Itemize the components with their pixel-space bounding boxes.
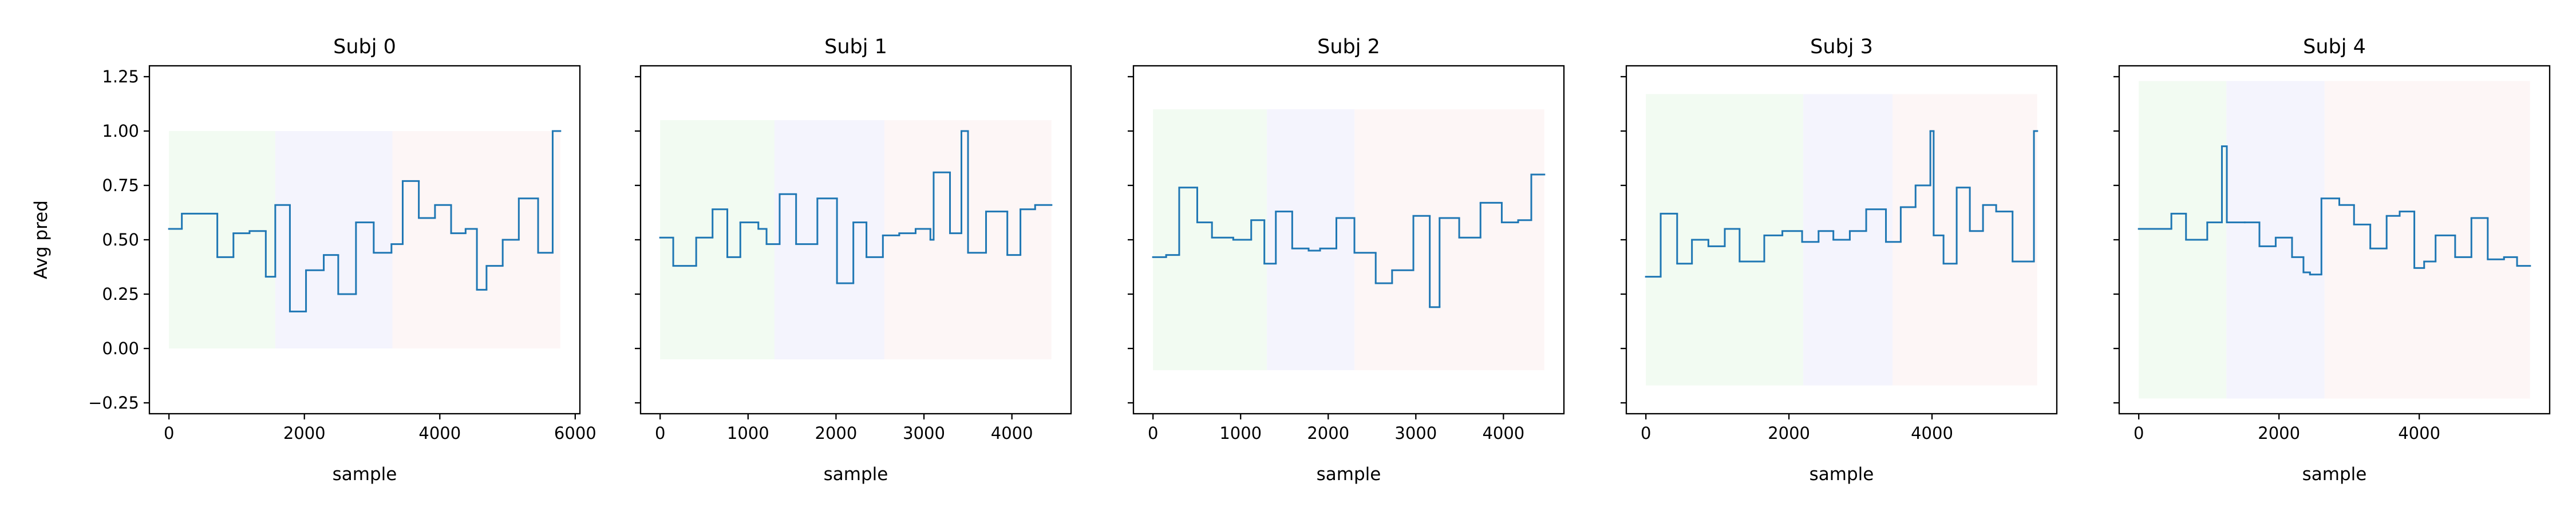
x-axis-label: sample — [824, 464, 888, 485]
y-tick-label: 1.25 — [102, 67, 139, 86]
subplot-title: Subj 4 — [2303, 35, 2366, 58]
shaded-region — [1354, 109, 1544, 370]
x-axis-label: sample — [1317, 464, 1381, 485]
y-tick-label: 0.75 — [102, 176, 139, 195]
shaded-region — [774, 120, 884, 359]
x-tick-label: 0 — [164, 423, 174, 443]
shaded-region — [1267, 109, 1355, 370]
subplot: 0 2000 4000 Subj 4 sample — [2113, 35, 2551, 485]
x-tick-label: 2000 — [1768, 423, 1810, 443]
subplot-title: Subj 2 — [1317, 35, 1380, 58]
y-tick-label: 0.00 — [102, 339, 139, 358]
y-tick-label: 0.25 — [102, 284, 139, 304]
subplot: 0 2000 4000 Subj 3 sample — [1621, 35, 2058, 485]
y-tick-label: 1.00 — [102, 121, 139, 141]
x-tick-label: 0 — [655, 423, 665, 443]
x-axis-label: sample — [1809, 464, 1874, 485]
shaded-region — [2324, 81, 2530, 399]
shaded-region — [1893, 94, 2037, 386]
subplot-title: Subj 0 — [333, 35, 396, 58]
x-tick-label: 2000 — [1307, 423, 1349, 443]
x-tick-label: 6000 — [554, 423, 596, 443]
y-axis-label: Avg pred — [31, 200, 52, 279]
x-tick-label: 1000 — [727, 423, 769, 443]
y-tick-label: −0.25 — [88, 393, 139, 413]
y-tick-label: 0.50 — [102, 230, 139, 249]
x-tick-label: 4000 — [991, 423, 1033, 443]
x-tick-label: 4000 — [418, 423, 461, 443]
x-tick-label: 0 — [1148, 423, 1158, 443]
x-tick-label: 1000 — [1219, 423, 1262, 443]
shaded-region — [275, 131, 393, 348]
shaded-region — [660, 120, 775, 359]
subplot: 0 2000 4000 6000 −0.25 0.00 0.25 0.50 0.75 1.00 1.… — [31, 35, 596, 485]
x-tick-label: 3000 — [1394, 423, 1437, 443]
x-tick-label: 2000 — [2258, 423, 2300, 443]
x-tick-label: 2000 — [815, 423, 858, 443]
x-tick-label: 0 — [1641, 423, 1651, 443]
x-tick-label: 0 — [2134, 423, 2144, 443]
shaded-region — [2139, 81, 2227, 399]
x-tick-label: 3000 — [903, 423, 945, 443]
x-tick-label: 2000 — [283, 423, 326, 443]
subplot-title: Subj 1 — [824, 35, 887, 58]
x-axis-label: sample — [333, 464, 397, 485]
x-tick-label: 4000 — [2398, 423, 2440, 443]
shaded-region — [169, 131, 275, 348]
x-axis-label: sample — [2302, 464, 2367, 485]
x-tick-label: 4000 — [1482, 423, 1524, 443]
x-tick-label: 4000 — [1911, 423, 1953, 443]
subplot-title: Subj 3 — [1810, 35, 1873, 58]
subplot: 0 1000 2000 3000 4000 Subj 2 sample — [1128, 35, 1565, 485]
subplot: 0 1000 2000 3000 4000 Subj 1 sample — [635, 35, 1072, 485]
